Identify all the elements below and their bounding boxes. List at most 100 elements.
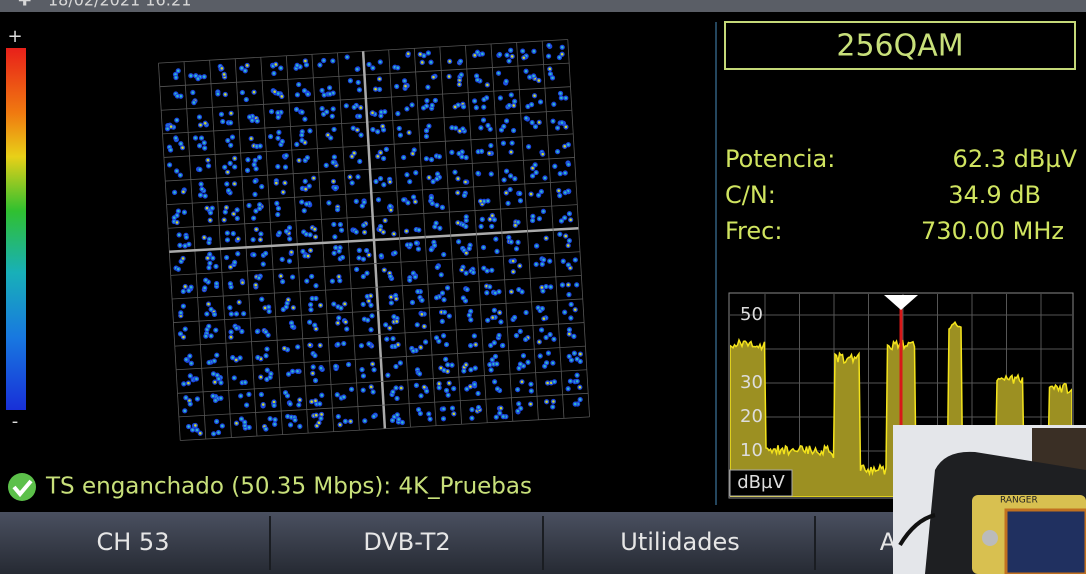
symbol-core — [378, 77, 381, 81]
grid-line — [541, 40, 565, 419]
symbol-core — [491, 316, 494, 319]
symbol-core — [560, 45, 564, 49]
symbol-core — [172, 216, 176, 219]
symbol-core — [563, 191, 567, 194]
symbol-core — [265, 368, 269, 372]
symbol-core — [203, 286, 207, 290]
symbol-core — [288, 259, 291, 263]
symbol-core — [350, 155, 354, 158]
symbol-core — [488, 363, 492, 366]
symbol-core — [233, 157, 236, 160]
symbol-core — [272, 404, 276, 407]
symbol-core — [385, 148, 388, 151]
symbol-core — [517, 366, 521, 370]
symbol-core — [464, 156, 468, 159]
symbol-core — [264, 354, 268, 358]
symbol-core — [187, 289, 191, 292]
symbol-core — [396, 112, 400, 115]
symbol-core — [331, 59, 335, 63]
symbol-core — [469, 310, 472, 313]
symbol-core — [191, 428, 194, 432]
symbol-core — [445, 389, 448, 392]
menu-button[interactable]: DVB-T2 — [363, 528, 450, 556]
symbol-core — [388, 326, 392, 330]
symbol-core — [436, 266, 439, 269]
symbol-core — [179, 173, 182, 177]
modulation-box — [724, 21, 1076, 70]
symbol-core — [253, 159, 257, 162]
symbol-core — [537, 121, 541, 124]
symbol-core — [359, 106, 363, 109]
menu-button[interactable]: Utilidades — [620, 528, 739, 556]
symbol-core — [314, 235, 317, 239]
symbol-core — [245, 98, 248, 101]
symbol-core — [188, 402, 192, 406]
symbol-core — [229, 265, 232, 269]
symbol-core — [273, 418, 277, 421]
symbol-core — [179, 332, 182, 336]
measurement-label: Frec: — [725, 217, 782, 245]
symbol-core — [564, 234, 567, 238]
symbol-core — [308, 233, 312, 237]
symbol-core — [211, 256, 215, 260]
symbol-core — [255, 228, 258, 231]
symbol-core — [470, 408, 474, 411]
symbol-core — [427, 412, 431, 416]
symbol-core — [261, 262, 265, 266]
symbol-core — [425, 129, 428, 133]
symbol-core — [473, 383, 476, 386]
symbol-core — [404, 84, 407, 88]
symbol-core — [247, 204, 251, 207]
symbol-core — [552, 102, 556, 106]
symbol-core — [442, 417, 445, 421]
symbol-core — [362, 200, 366, 204]
symbol-core — [513, 177, 517, 181]
symbol-core — [434, 99, 437, 102]
symbol-core — [529, 382, 533, 386]
symbol-core — [270, 110, 273, 113]
symbol-core — [379, 110, 383, 114]
symbol-core — [556, 126, 559, 130]
symbol-core — [187, 243, 191, 246]
symbol-core — [176, 69, 180, 73]
symbol-core — [209, 334, 213, 338]
status-message: TS enganchado (50.35 Mbps): 4K_Pruebas — [45, 474, 532, 500]
symbol-core — [545, 400, 548, 404]
symbol-core — [438, 226, 442, 230]
symbol-core — [431, 180, 435, 183]
symbol-core — [191, 91, 195, 94]
symbol-core — [460, 155, 464, 159]
symbol-core — [446, 286, 449, 290]
grid-line — [178, 392, 589, 418]
symbol-core — [221, 120, 224, 123]
symbol-core — [538, 354, 542, 358]
symbol-core — [334, 365, 337, 368]
symbol-core — [361, 388, 365, 392]
symbol-core — [414, 171, 418, 175]
symbol-core — [447, 314, 451, 318]
symbol-core — [279, 274, 283, 278]
symbol-core — [182, 304, 185, 308]
symbol-core — [518, 330, 522, 333]
symbol-core — [226, 139, 230, 142]
symbol-core — [251, 238, 255, 241]
symbol-core — [530, 389, 533, 393]
unit-box — [729, 469, 793, 497]
symbol-core — [485, 269, 489, 273]
symbol-core — [276, 92, 280, 95]
symbol-core — [187, 425, 190, 428]
menu-button[interactable]: A — [880, 528, 897, 556]
symbol-core — [341, 256, 344, 259]
symbol-core — [189, 74, 193, 77]
symbol-core — [469, 368, 473, 372]
symbol-core — [371, 111, 374, 115]
symbol-core — [521, 49, 524, 53]
menu-button[interactable]: CH 53 — [97, 528, 170, 556]
symbol-core — [411, 301, 414, 304]
spectrum-unit: dBµV — [737, 472, 785, 493]
symbol-core — [283, 181, 287, 185]
symbol-core — [452, 412, 456, 416]
symbol-core — [479, 199, 482, 203]
symbol-core — [175, 169, 178, 173]
symbol-core — [246, 158, 250, 162]
